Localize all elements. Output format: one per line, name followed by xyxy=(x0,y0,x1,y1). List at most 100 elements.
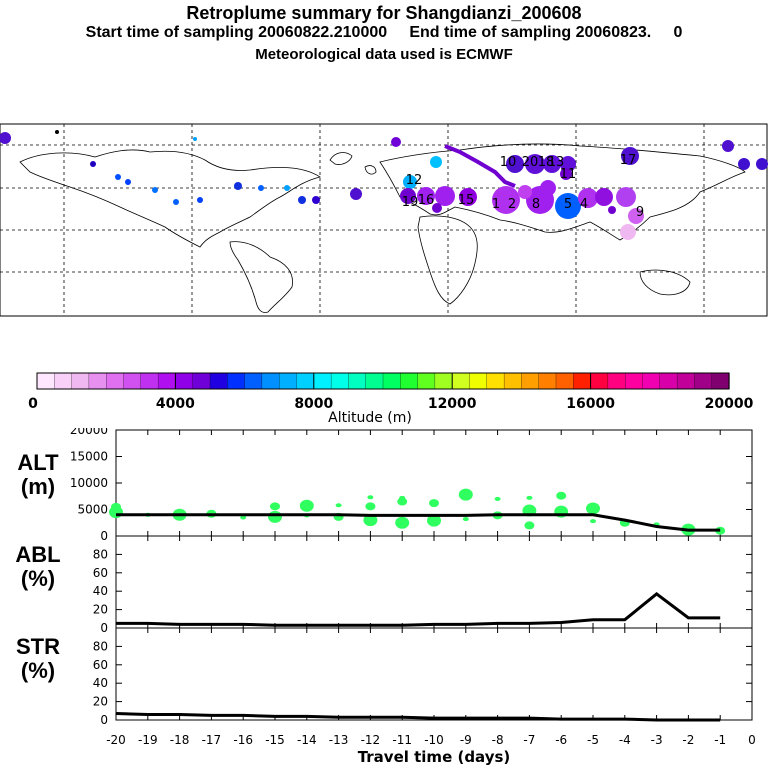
plume-marker xyxy=(152,187,158,193)
plume-marker xyxy=(492,186,520,214)
time-series-panels: 05000100001500020000ALT(m)020406080ABL(%… xyxy=(15,428,755,766)
y-tick-label: 40 xyxy=(93,584,108,598)
colorbar-cell xyxy=(348,372,367,390)
alt-scatter-point xyxy=(111,502,121,511)
y-tick-label: 0 xyxy=(100,621,108,635)
x-tick-label: -20 xyxy=(106,733,126,747)
colorbar-cell xyxy=(659,372,678,390)
colorbar-cell xyxy=(486,372,505,390)
x-tick-label: -9 xyxy=(460,733,472,747)
colorbar-cell xyxy=(192,372,211,390)
alt-scatter-point xyxy=(524,521,535,530)
colorbar-cell xyxy=(434,372,453,390)
y-tick-label: 60 xyxy=(93,566,108,580)
alt-panel: 0 5000 10000 15000 20000 ALT(m) xyxy=(17,428,753,543)
plume-marker xyxy=(430,156,442,168)
alt-scatter-point xyxy=(363,514,378,527)
plume-marker xyxy=(435,186,455,206)
plume-marker xyxy=(284,185,290,191)
colorbar-cell xyxy=(607,372,626,390)
alt-scatter-point xyxy=(427,514,441,527)
x-tick-label: -15 xyxy=(265,733,285,747)
panel-frame xyxy=(115,535,753,629)
str-panel: 0 20 40 60 80 STR(%) xyxy=(16,627,753,727)
x-tick-label: -5 xyxy=(587,733,599,747)
abl-panel: 0 20 40 60 80 ABL(%) xyxy=(15,535,753,635)
plume-marker xyxy=(555,193,581,219)
str-line xyxy=(115,712,721,722)
plume-marker xyxy=(125,179,131,185)
colorbar-cell xyxy=(244,372,263,390)
colorbar-tick-label: 16000 xyxy=(566,396,615,412)
plume-marker xyxy=(197,197,203,203)
plume-day-label: 13 xyxy=(548,155,565,170)
colorbar-cell xyxy=(175,372,194,390)
y-axis-label: STR xyxy=(16,634,60,659)
plume-marker xyxy=(298,196,306,204)
alt-scatter-point xyxy=(526,495,533,500)
abl-line xyxy=(116,592,721,627)
colorbar-cell xyxy=(227,372,246,390)
x-tick-label: -8 xyxy=(492,733,504,747)
x-tick-label: -12 xyxy=(361,733,381,747)
met-data-note: Meteorological data used is ECMWF xyxy=(255,46,513,63)
alt-scatter-point xyxy=(268,510,282,523)
alt-scatter-point xyxy=(590,519,596,524)
alt-scatter-point xyxy=(429,499,439,508)
colorbar-cell xyxy=(209,372,228,390)
plume-marker xyxy=(578,188,598,208)
plume-marker xyxy=(620,224,636,240)
plume-day-label: 17 xyxy=(620,153,637,168)
alt-scatter-point xyxy=(556,491,567,500)
alt-scatter-point xyxy=(395,516,410,529)
colorbar-cell xyxy=(123,372,142,390)
map-gridlines xyxy=(0,124,767,316)
plume-day-label: 20 xyxy=(522,155,539,170)
colorbar-cell xyxy=(417,372,436,390)
plume-marker xyxy=(0,132,11,144)
plume-marker xyxy=(391,137,401,147)
plume-day-label: 1 xyxy=(492,197,500,212)
plume-marker xyxy=(621,147,639,165)
x-tick-label: -16 xyxy=(233,733,253,747)
plume-marker xyxy=(738,158,750,170)
x-tick-label: -7 xyxy=(523,733,535,747)
y-tick-label: 60 xyxy=(93,658,108,672)
colorbar-cell xyxy=(538,372,557,390)
plume-day-label: 2 xyxy=(508,197,516,212)
plume-day-label: 9 xyxy=(636,205,644,220)
y-axis-unit: (m) xyxy=(21,474,55,499)
plume-marker xyxy=(595,188,613,206)
colorbar-cell xyxy=(330,372,350,390)
colorbar-cell xyxy=(625,372,644,390)
x-tick-label: -17 xyxy=(202,733,222,747)
colorbar-cell xyxy=(521,372,540,390)
plume-marker xyxy=(55,130,59,134)
colorbar-cell xyxy=(71,372,90,390)
plume-marker xyxy=(115,174,121,180)
plume-marker xyxy=(90,161,96,167)
plume-marker xyxy=(756,158,768,170)
colorbar-cell xyxy=(452,372,471,390)
y-axis-label: ABL xyxy=(15,542,60,567)
x-tick-label: -19 xyxy=(138,733,158,747)
plume-marker xyxy=(608,206,616,214)
colorbar-cell xyxy=(469,372,488,390)
plume-marker xyxy=(400,188,416,204)
plume-marker xyxy=(560,156,576,172)
colorbar-cell xyxy=(54,372,73,390)
x-tick-label: -2 xyxy=(682,733,694,747)
colorbar-cell xyxy=(694,372,713,390)
plume-day-label: 16 xyxy=(418,193,435,208)
plume-marker xyxy=(543,155,561,173)
colorbar-cell xyxy=(400,372,419,390)
alt-scatter-point xyxy=(458,488,473,501)
colorbar-cell xyxy=(106,372,125,390)
colorbar-cell xyxy=(261,372,280,390)
colorbar-tick-label: 0 xyxy=(28,396,38,412)
plume-marker xyxy=(459,188,477,206)
colorbar-cell xyxy=(382,372,401,390)
plume-marker xyxy=(616,187,636,207)
plume-marker xyxy=(173,199,179,205)
